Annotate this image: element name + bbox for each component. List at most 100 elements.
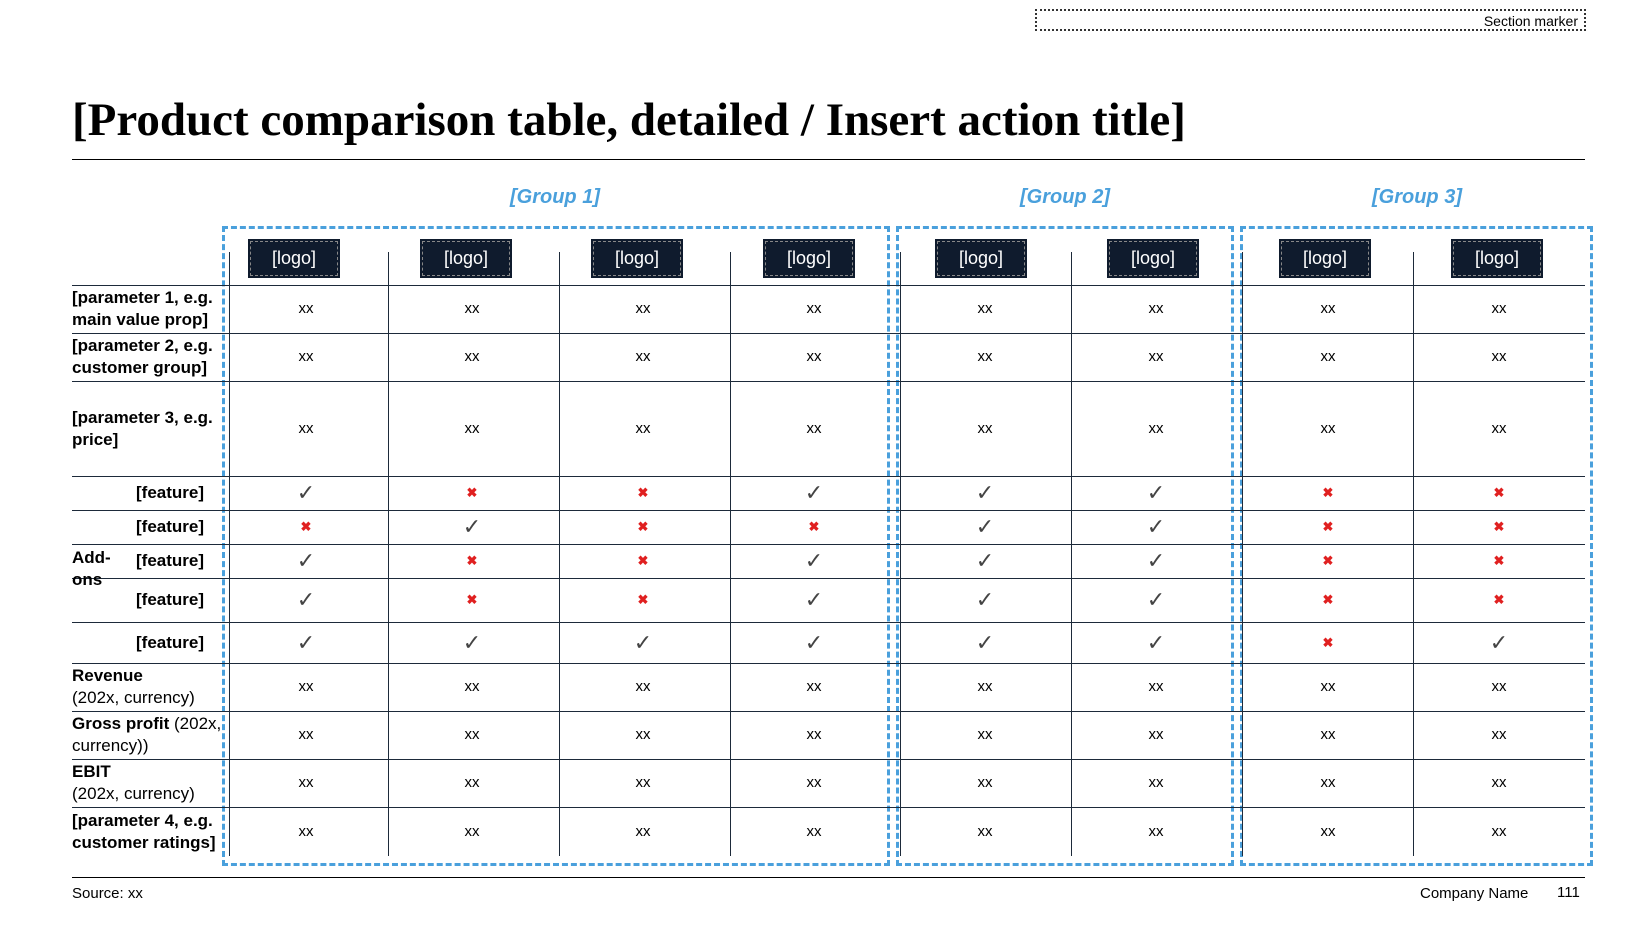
cross-icon: ✖: [1322, 519, 1334, 534]
row-label-bold: [parameter 4, e.g. customer ratings]: [72, 810, 216, 852]
page-title: [Product comparison table, detailed / In…: [72, 94, 1186, 146]
table-cell: xx: [298, 300, 314, 317]
cross-icon: ✖: [1493, 485, 1505, 500]
check-icon: ✓: [975, 587, 995, 612]
row-divider: [72, 333, 1585, 334]
check-icon: ✓: [975, 629, 995, 655]
check-icon: ✓: [804, 548, 824, 573]
table-cell: xx: [1148, 726, 1164, 743]
cross-icon: ✖: [1322, 553, 1334, 568]
table-cell: xx: [1491, 822, 1507, 840]
table-cell: xx: [1491, 726, 1507, 743]
table-cell: xx: [1320, 726, 1336, 743]
table-cell: xx: [977, 300, 993, 317]
table-cell: xx: [464, 348, 480, 365]
table-cell: xx: [977, 726, 993, 743]
check-icon: ✓: [1146, 629, 1166, 655]
table-cell: xx: [1320, 348, 1336, 365]
table-cell: xx: [806, 822, 822, 840]
column-divider: [559, 252, 560, 856]
row-divider: [72, 510, 1585, 511]
addons-label: Add-ons: [72, 548, 111, 589]
logo-placeholder: [logo]: [935, 239, 1027, 278]
check-icon: ✓: [975, 548, 995, 573]
row-label: Revenue (202x, currency): [72, 665, 230, 709]
row-divider: [72, 381, 1585, 382]
logo-placeholder: [logo]: [1107, 239, 1199, 278]
table-cell: xx: [977, 822, 993, 840]
group-3-box: [1240, 226, 1593, 866]
check-icon: ✓: [1146, 480, 1166, 505]
table-cell: xx: [977, 348, 993, 365]
table-cell: xx: [635, 726, 651, 743]
table-cell: xx: [1148, 822, 1164, 840]
page-number: 111: [1557, 884, 1580, 901]
row-label: [parameter 4, e.g. customer ratings]: [72, 810, 230, 854]
row-divider: [72, 622, 1585, 623]
logo-placeholder: [logo]: [1451, 239, 1543, 278]
table-cell: xx: [464, 774, 480, 791]
group-2-box: [896, 226, 1234, 866]
column-divider: [229, 252, 230, 856]
column-divider: [1413, 252, 1414, 856]
check-icon: ✓: [462, 629, 482, 655]
row-divider: [72, 663, 1585, 664]
cross-icon: ✖: [1322, 485, 1334, 500]
table-cell: xx: [635, 419, 651, 437]
column-divider: [1242, 252, 1243, 856]
logo-placeholder: [logo]: [1279, 239, 1371, 278]
check-icon: ✓: [1146, 514, 1166, 539]
column-divider: [900, 252, 901, 856]
table-cell: xx: [1320, 419, 1336, 437]
table-cell: xx: [1491, 419, 1507, 437]
table-cell: xx: [1320, 822, 1336, 840]
footer-source: Source: xx: [72, 885, 143, 902]
feature-label: [feature]: [136, 483, 205, 502]
row-label-bold: [parameter 3, e.g. price]: [72, 407, 213, 449]
check-icon: ✓: [296, 587, 316, 612]
table-cell: xx: [298, 774, 314, 791]
row-label: [parameter 2, e.g. customer group]: [72, 335, 230, 379]
table-cell: xx: [298, 348, 314, 365]
check-icon: ✓: [1146, 587, 1166, 612]
table-cell: xx: [298, 678, 314, 695]
row-divider: [72, 807, 1585, 808]
section-marker: Section marker: [1035, 9, 1586, 31]
table-cell: xx: [1148, 300, 1164, 317]
cross-icon: ✖: [300, 519, 312, 534]
cross-icon: ✖: [1322, 592, 1334, 607]
row-divider: [72, 285, 1585, 286]
row-label: EBIT (202x, currency): [72, 761, 230, 805]
column-divider: [388, 252, 389, 856]
cross-icon: ✖: [1493, 553, 1505, 568]
column-divider: [730, 252, 731, 856]
row-label-bold: Revenue: [72, 666, 143, 685]
table-cell: xx: [464, 300, 480, 317]
row-divider: [72, 476, 1585, 477]
cross-icon: ✖: [466, 553, 478, 568]
table-cell: xx: [806, 348, 822, 365]
table-cell: xx: [806, 419, 822, 437]
row-label-bold: Gross profit: [72, 714, 170, 733]
table-cell: xx: [977, 774, 993, 791]
table-cell: xx: [1491, 348, 1507, 365]
cross-icon: ✖: [466, 592, 478, 607]
check-icon: ✓: [804, 629, 824, 655]
table-cell: xx: [635, 348, 651, 365]
check-icon: ✓: [975, 514, 995, 539]
table-cell: xx: [464, 678, 480, 695]
cross-icon: ✖: [637, 519, 649, 534]
group-1-label: [Group 1]: [510, 186, 600, 208]
table-cell: xx: [977, 419, 993, 437]
table-cell: xx: [1148, 348, 1164, 365]
check-icon: ✓: [633, 629, 653, 655]
column-divider: [1071, 252, 1072, 856]
table-cell: xx: [1148, 678, 1164, 695]
footer-divider: [72, 877, 1585, 878]
check-icon: ✓: [804, 587, 824, 612]
table-cell: xx: [1491, 774, 1507, 791]
table-cell: xx: [1491, 300, 1507, 317]
check-icon: ✓: [804, 480, 824, 505]
row-divider: [72, 544, 1585, 545]
footer-company: Company Name: [1420, 885, 1529, 902]
